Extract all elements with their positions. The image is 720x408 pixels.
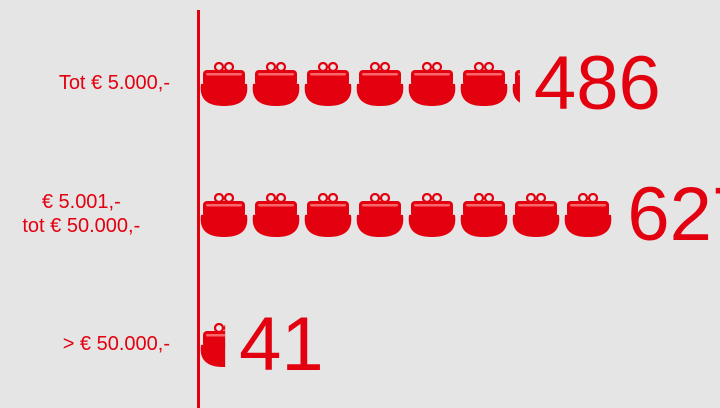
purse-icon [459, 62, 509, 106]
bar-0 [199, 62, 520, 106]
purse-icon [303, 193, 353, 237]
bar-1 [199, 193, 613, 237]
category-label-line: Tot € 5.000,- [59, 72, 170, 94]
purse-icon [407, 62, 457, 106]
value-label-1: 627 [627, 172, 720, 257]
category-label-2: > € 50.000,- [63, 333, 170, 355]
purse-icon [199, 62, 249, 106]
purse-icon [407, 193, 457, 237]
purse-icon [251, 193, 301, 237]
purse-icon [459, 193, 509, 237]
purse-icon [303, 62, 353, 106]
purse-icon [511, 193, 561, 237]
category-label-0: Tot € 5.000,- [59, 72, 170, 94]
purse-icon [355, 62, 405, 106]
purse-icon [199, 193, 249, 237]
value-label-2: 41 [239, 302, 324, 387]
category-label-line: tot € 50.000,- [22, 215, 140, 237]
category-label-line: € 5.001,- [42, 191, 121, 213]
category-label-1: € 5.001,-tot € 50.000,- [22, 191, 140, 237]
category-label-line: > € 50.000,- [63, 333, 170, 355]
labels-group: 486 Tot € 5.000,- 627 € 5.001,-tot € 50.000… [22, 41, 720, 387]
purse-icon [355, 193, 405, 237]
purse-icon [563, 193, 613, 237]
value-label-0: 486 [534, 41, 661, 126]
purse-icon [251, 62, 301, 106]
